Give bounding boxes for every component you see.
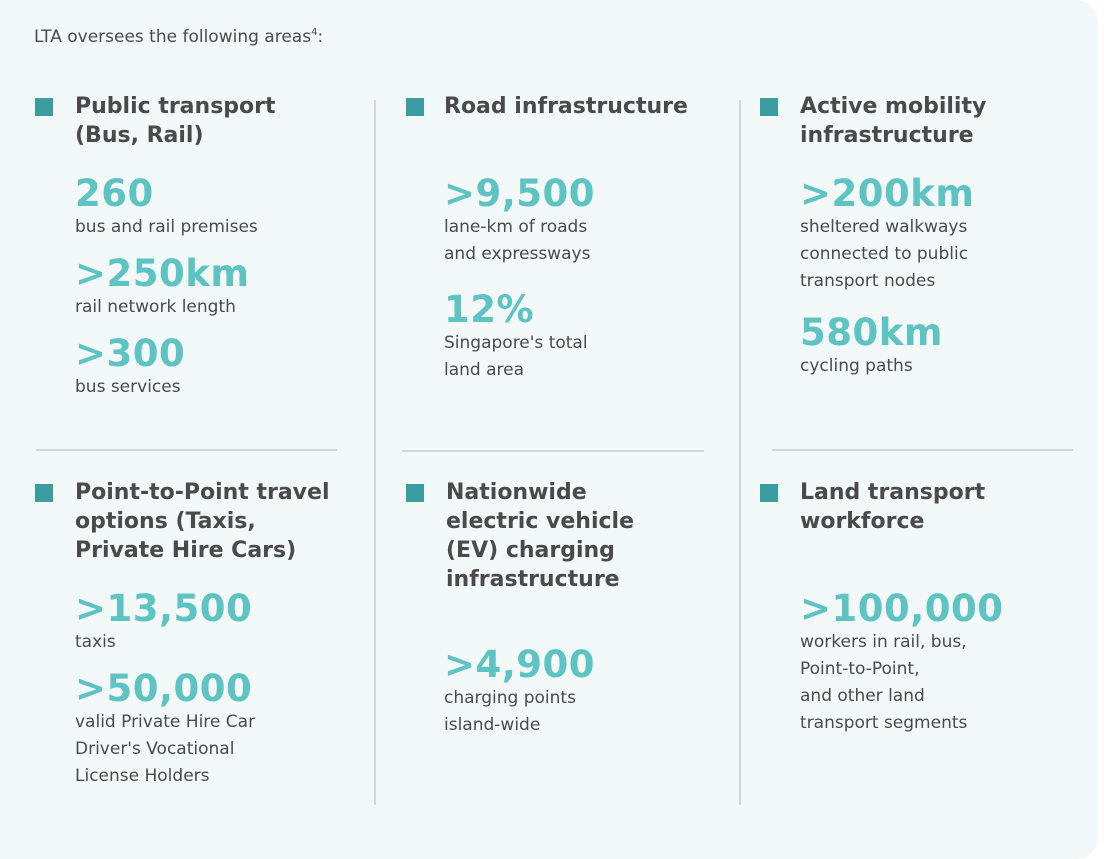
stat-value: >9,500 — [444, 172, 596, 215]
row-divider-1 — [36, 449, 337, 451]
stat-value: 580km — [800, 311, 943, 354]
bullet-square-icon — [35, 98, 53, 116]
footnote-ref: 4 — [311, 27, 318, 38]
stat-value: >200km — [800, 172, 975, 215]
area-ev-charging: Nationwide electric vehicle (EV) chargin… — [406, 478, 726, 739]
bullet-square-icon — [35, 484, 53, 502]
row-divider-3 — [772, 449, 1073, 451]
stat-value: >300 — [75, 332, 186, 375]
area-title: Road infrastructure — [444, 94, 688, 119]
intro-text: LTA oversees the following areas4: — [34, 27, 324, 47]
area-road-infrastructure: Road infrastructure >9,500 lane-km of ro… — [406, 92, 726, 384]
stat-item: 260 bus and rail premises — [75, 174, 355, 241]
stat-value: >250km — [75, 252, 250, 295]
area-title: Active mobility infrastructure — [800, 94, 987, 148]
stat-label: taxis — [75, 632, 116, 652]
stat-item: >4,900 charging points island-wide — [444, 645, 726, 739]
row-divider-2 — [402, 450, 704, 452]
stat-value: 12% — [444, 288, 535, 331]
stat-label: sheltered walkways connected to public t… — [800, 217, 969, 291]
stat-value: >50,000 — [75, 667, 253, 710]
bullet-square-icon — [406, 484, 424, 502]
stat-item: >100,000 workers in rail, bus, Point-to-… — [800, 589, 1080, 737]
area-public-transport: Public transport (Bus, Rail) 260 bus and… — [35, 92, 355, 401]
stat-label: Singapore's total land area — [444, 333, 588, 380]
stat-label: lane-km of roads and expressways — [444, 217, 591, 264]
stat-value: >13,500 — [75, 587, 253, 630]
stat-item: >9,500 lane-km of roads and expressways — [444, 174, 726, 268]
area-land-transport-workforce: Land transport workforce >100,000 worker… — [760, 478, 1080, 737]
stat-item: >250km rail network length — [75, 254, 355, 321]
stat-value: 260 — [75, 172, 154, 215]
stat-item: >200km sheltered walkways connected to p… — [800, 174, 1080, 295]
stat-label: cycling paths — [800, 356, 913, 376]
stat-value: >4,900 — [444, 643, 596, 686]
stat-item: >50,000 valid Private Hire Car Driver's … — [75, 669, 355, 790]
bullet-square-icon — [760, 484, 778, 502]
bullet-square-icon — [760, 98, 778, 116]
area-title: Land transport workforce — [800, 480, 986, 534]
area-point-to-point: Point-to-Point travel options (Taxis, Pr… — [35, 478, 355, 790]
stat-label: bus and rail premises — [75, 217, 258, 237]
stat-label: bus services — [75, 377, 181, 397]
stat-item: 12% Singapore's total land area — [444, 290, 726, 384]
bullet-square-icon — [406, 98, 424, 116]
stat-label: charging points island-wide — [444, 688, 576, 735]
column-divider-1 — [374, 100, 376, 805]
stat-value: >100,000 — [800, 587, 1004, 630]
column-divider-2 — [739, 100, 741, 805]
area-title: Nationwide electric vehicle (EV) chargin… — [446, 480, 634, 592]
stat-label: workers in rail, bus, Point-to-Point, an… — [800, 632, 968, 733]
area-title: Point-to-Point travel options (Taxis, Pr… — [75, 480, 330, 563]
stat-label: rail network length — [75, 297, 236, 317]
stat-item: >13,500 taxis — [75, 589, 355, 656]
stat-item: 580km cycling paths — [800, 313, 1080, 380]
area-title: Public transport (Bus, Rail) — [75, 94, 276, 148]
stat-item: >300 bus services — [75, 334, 355, 401]
stat-label: valid Private Hire Car Driver's Vocation… — [75, 712, 256, 786]
area-active-mobility: Active mobility infrastructure >200km sh… — [760, 92, 1080, 380]
